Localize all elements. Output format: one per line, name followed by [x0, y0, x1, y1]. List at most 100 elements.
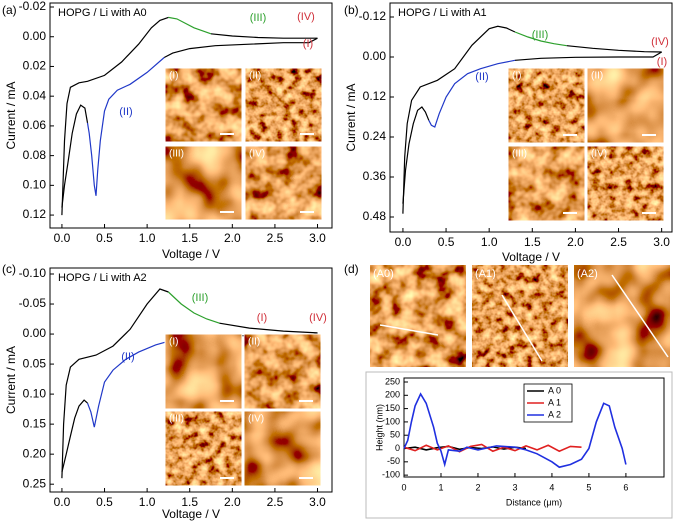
series-line: [402, 106, 430, 204]
y-tick-label: 0.24: [363, 129, 387, 143]
panel-label: (d): [344, 262, 359, 276]
y-axis-label: Current / mA: [4, 346, 18, 414]
series-line: [403, 443, 582, 453]
y-tick-label: -100: [382, 470, 400, 480]
y-tick-label: 0.12: [23, 207, 47, 221]
x-tick-label: 4: [549, 482, 554, 492]
afm-border: [244, 67, 323, 143]
panel-label: (c): [2, 262, 16, 276]
series-line: [61, 16, 169, 216]
y-tick-label: 250: [385, 376, 400, 386]
x-tick-label: 6: [623, 482, 628, 492]
x-tick-label: 1: [438, 482, 443, 492]
image-label: (A1): [475, 268, 496, 280]
annotation: (IV): [297, 11, 315, 23]
profile-line: [379, 324, 439, 336]
inset-label: (IV): [248, 414, 264, 425]
y-tick-label: 0.06: [23, 118, 47, 132]
series-line: [566, 45, 662, 53]
afm-image: [370, 265, 466, 367]
inset-label: (II): [248, 337, 260, 348]
inset-label: (III): [169, 414, 184, 425]
series-line: [61, 104, 89, 208]
y-tick-label: -50: [387, 456, 400, 466]
series-line: [514, 31, 567, 47]
inset-label: (I): [512, 71, 521, 82]
afm-image: [165, 411, 242, 486]
y-tick-label: 0.48: [363, 209, 387, 223]
x-tick-label: 2.0: [567, 235, 584, 249]
annotation: (II): [121, 351, 134, 363]
afm-border: [507, 67, 586, 144]
x-tick-label: 0.5: [96, 231, 113, 245]
x-tick-label: 1.0: [481, 235, 498, 249]
x-tick-label: 2.5: [610, 235, 627, 249]
afm-image: [587, 146, 664, 221]
x-axis-label: Distance (μm): [506, 497, 562, 507]
y-tick-label: 100: [385, 416, 400, 426]
profile-frame: [365, 371, 673, 519]
x-axis-label: Voltage / V: [162, 507, 220, 521]
afm-image: [245, 68, 322, 142]
x-tick-label: 1.0: [139, 231, 156, 245]
x-tick-label: 2.5: [267, 495, 284, 509]
y-tick-label: 0.20: [23, 446, 47, 460]
y-tick-label: -0.02: [19, 0, 47, 13]
inset-label: (I): [169, 71, 178, 82]
series-line: [61, 399, 88, 473]
y-tick-label: 0.02: [23, 59, 47, 73]
legend-label: A 1: [548, 397, 561, 407]
annotation: (III): [192, 292, 209, 304]
inset-label: (I): [169, 337, 178, 348]
x-axis-label: Voltage / V: [502, 250, 560, 264]
annotation: (II): [475, 71, 488, 83]
inset-label: (III): [512, 149, 527, 160]
plot-frame: [49, 267, 333, 493]
x-tick-label: 2.0: [224, 231, 241, 245]
y-tick-label: 50: [390, 430, 400, 440]
inset-label: (II): [591, 71, 603, 82]
afm-image: [508, 68, 585, 143]
series-line: [168, 16, 212, 35]
afm-border: [507, 145, 586, 222]
y-tick-label: 200: [385, 390, 400, 400]
x-tick-label: 3: [512, 482, 517, 492]
chart-title: HOPG / Li with A0: [58, 7, 147, 19]
image-label: (A2): [577, 268, 598, 280]
afm-image: [244, 411, 321, 486]
afm-border: [244, 145, 323, 221]
y-tick-label: -0.12: [359, 9, 387, 23]
y-tick-label: 0.15: [23, 416, 47, 430]
inset-label: (III): [169, 149, 184, 160]
x-tick-label: 0.0: [54, 495, 71, 509]
series-line: [210, 33, 318, 39]
inset-label: (II): [249, 71, 261, 82]
series-line: [403, 392, 627, 469]
x-tick-label: 0.5: [96, 495, 113, 509]
y-tick-label: -0.05: [19, 296, 47, 310]
chart-title: HOPG / Li with A1: [398, 7, 487, 19]
x-tick-label: 2.5: [267, 231, 284, 245]
x-tick-label: 0.0: [395, 235, 412, 249]
panel-label: (b): [344, 3, 359, 17]
y-axis-label: Current / mA: [4, 81, 18, 149]
y-axis-label: Current / mA: [344, 83, 358, 151]
y-tick-label: 150: [385, 403, 400, 413]
plot-frame: [403, 377, 665, 478]
y-tick-label: 0.10: [23, 386, 47, 400]
afm-border: [586, 145, 665, 222]
afm-border: [164, 410, 243, 487]
y-tick-label: 0.08: [23, 148, 47, 162]
x-tick-label: 3.0: [653, 235, 670, 249]
afm-image: [472, 265, 568, 367]
chart-title: HOPG / Li with A2: [58, 272, 147, 284]
annotation: (I): [657, 56, 667, 68]
afm-border: [243, 410, 322, 487]
afm-border: [243, 333, 322, 410]
y-tick-label: 0.10: [23, 178, 47, 192]
x-tick-label: 1.0: [139, 495, 156, 509]
y-tick-label: 0.00: [23, 29, 47, 43]
plot-frame: [389, 2, 673, 233]
